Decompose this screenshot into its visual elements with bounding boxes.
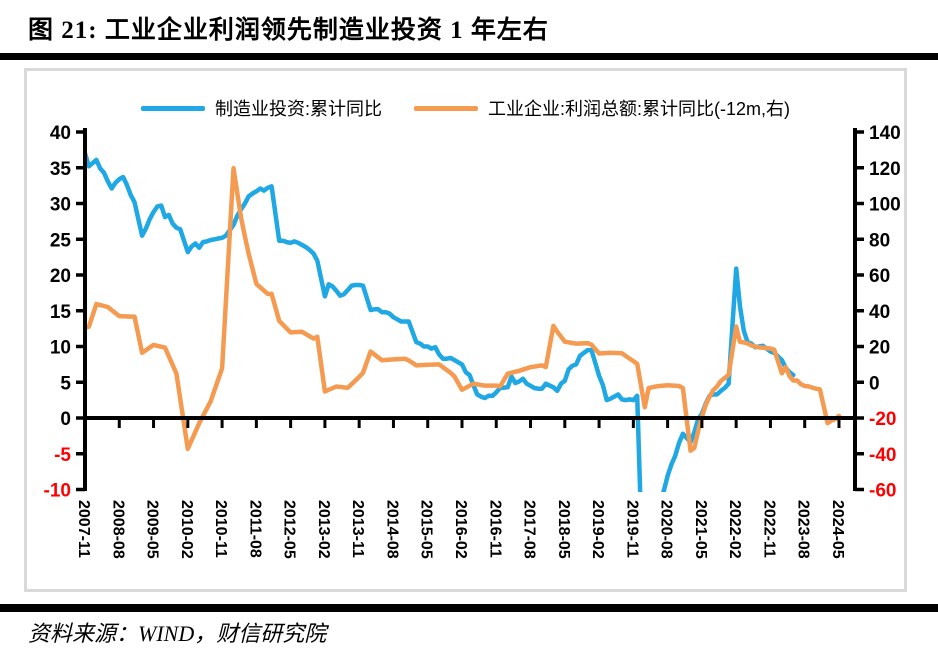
x-axis-label: 2012-05 xyxy=(281,500,298,559)
footer-divider-rule xyxy=(0,604,938,612)
right-axis-tick-label: 40 xyxy=(869,302,890,323)
figure-title: 图 21: 工业企业利润领先制造业投资 1 年左右 xyxy=(28,17,549,44)
x-axis-label: 2018-05 xyxy=(555,500,572,559)
x-axis-label: 2021-05 xyxy=(692,500,709,559)
left-axis-tick-label: -5 xyxy=(54,445,71,466)
right-axis-tick-label: 80 xyxy=(869,230,890,251)
right-axis-tick-label: 0 xyxy=(869,373,880,394)
x-axis-label: 2014-08 xyxy=(383,500,400,559)
legend-swatch-blue xyxy=(140,105,205,111)
x-axis-label: 2015-05 xyxy=(418,500,435,559)
x-axis-label: 2023-08 xyxy=(795,500,812,559)
right-axis-tick-label: 60 xyxy=(869,266,890,287)
left-axis-tick-label: 0 xyxy=(60,409,71,430)
right-axis-tick-label: 140 xyxy=(869,123,901,144)
left-axis-tick-label: 20 xyxy=(50,266,71,287)
right-axis-tick-label: -60 xyxy=(869,481,896,502)
x-axis-label: 2009-05 xyxy=(144,500,161,559)
left-axis-tick-label: 25 xyxy=(50,230,72,251)
x-axis-label: 2011-08 xyxy=(246,500,263,558)
legend-item-profit: 工业企业:利润总额:累计同比(-12m,右) xyxy=(414,95,790,121)
left-axis-tick-label: 10 xyxy=(50,338,71,359)
chart-legend: 制造业投资:累计同比 工业企业:利润总额:累计同比(-12m,右) xyxy=(27,95,904,121)
right-axis-tick-label: -40 xyxy=(869,445,896,466)
manufacturing-investment-line xyxy=(86,151,796,492)
industrial-profit-line xyxy=(86,166,842,453)
x-axis-label: 2013-02 xyxy=(315,500,332,559)
x-axis-label: 2022-02 xyxy=(726,500,743,559)
right-axis-tick-label: 120 xyxy=(869,159,901,180)
x-axis-label: 2022-11 xyxy=(760,500,777,558)
legend-swatch-orange xyxy=(414,105,478,111)
source-note: 资料来源：WIND，财信研究院 xyxy=(28,621,327,646)
left-axis-tick-label: 30 xyxy=(50,195,71,216)
chart-panel: 制造业投资:累计同比 工业企业:利润总额:累计同比(-12m,右) xyxy=(24,68,907,592)
right-axis-tick-label: 20 xyxy=(869,338,890,359)
left-axis-tick-label: -10 xyxy=(44,481,71,502)
x-axis-label: 2016-02 xyxy=(452,500,469,559)
x-axis-label: 2019-11 xyxy=(623,500,640,558)
right-axis-tick-label: -20 xyxy=(869,409,896,430)
left-axis-tick-label: 5 xyxy=(60,373,71,394)
left-axis-tick-label: 40 xyxy=(50,123,71,144)
right-axis-tick-label: 100 xyxy=(869,195,901,216)
x-axis-label: 2019-02 xyxy=(589,500,606,559)
legend-label-profit: 工业企业:利润总额:累计同比(-12m,右) xyxy=(488,99,790,119)
x-axis-label: 2024-05 xyxy=(829,500,846,559)
x-axis-label: 2010-11 xyxy=(212,500,229,558)
x-axis-label: 2008-08 xyxy=(109,500,126,559)
x-axis-label: 2010-02 xyxy=(178,500,195,559)
left-axis-tick-label: 15 xyxy=(50,302,72,323)
left-axis-tick-label: 35 xyxy=(50,159,72,180)
legend-label-manufacturing: 制造业投资:累计同比 xyxy=(214,99,382,119)
x-axis-label: 2017-08 xyxy=(521,500,538,559)
legend-item-manufacturing: 制造业投资:累计同比 xyxy=(140,95,382,121)
x-axis-label: 2016-11 xyxy=(486,500,503,558)
x-axis-label: 2007-11 xyxy=(75,500,92,558)
title-divider-rule xyxy=(0,53,938,60)
x-axis-label: 2020-08 xyxy=(658,500,675,559)
x-axis-label: 2013-11 xyxy=(349,500,366,558)
